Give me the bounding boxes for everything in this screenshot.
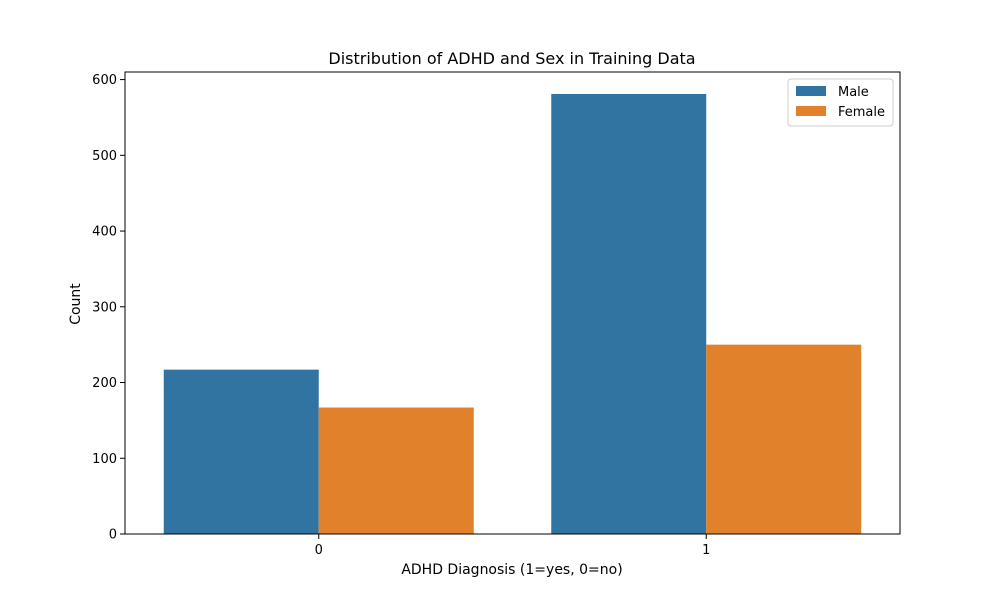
y-tick-label: 0 xyxy=(109,528,117,543)
legend-swatch-male xyxy=(796,86,826,96)
bar-female-0 xyxy=(318,407,474,534)
legend-label-male: Male xyxy=(838,85,869,100)
y-tick-label: 400 xyxy=(92,225,117,240)
axes-frame xyxy=(124,71,901,535)
bar-female-1 xyxy=(706,344,862,534)
bar-male-1 xyxy=(551,93,707,535)
x-tick-label: 1 xyxy=(702,543,710,558)
x-tick-label: 0 xyxy=(315,543,323,558)
bar-male-0 xyxy=(163,369,319,534)
x-axis-label: ADHD Diagnosis (1=yes, 0=no) xyxy=(401,562,622,578)
legend-label-female: Female xyxy=(838,105,885,120)
legend-swatch-female xyxy=(796,106,826,116)
y-tick-label: 100 xyxy=(92,452,117,467)
y-tick-label: 500 xyxy=(92,149,117,164)
y-tick-label: 300 xyxy=(92,300,117,315)
y-tick-label: 200 xyxy=(92,376,117,391)
y-axis-ticks: 0 100 200 300 400 500 600 xyxy=(92,73,125,543)
bars-group xyxy=(163,93,862,535)
chart-title: Distribution of ADHD and Sex in Training… xyxy=(328,49,695,68)
y-tick-label: 600 xyxy=(92,73,117,88)
y-axis-label: Count xyxy=(68,283,84,325)
legend: Male Female xyxy=(787,78,894,127)
